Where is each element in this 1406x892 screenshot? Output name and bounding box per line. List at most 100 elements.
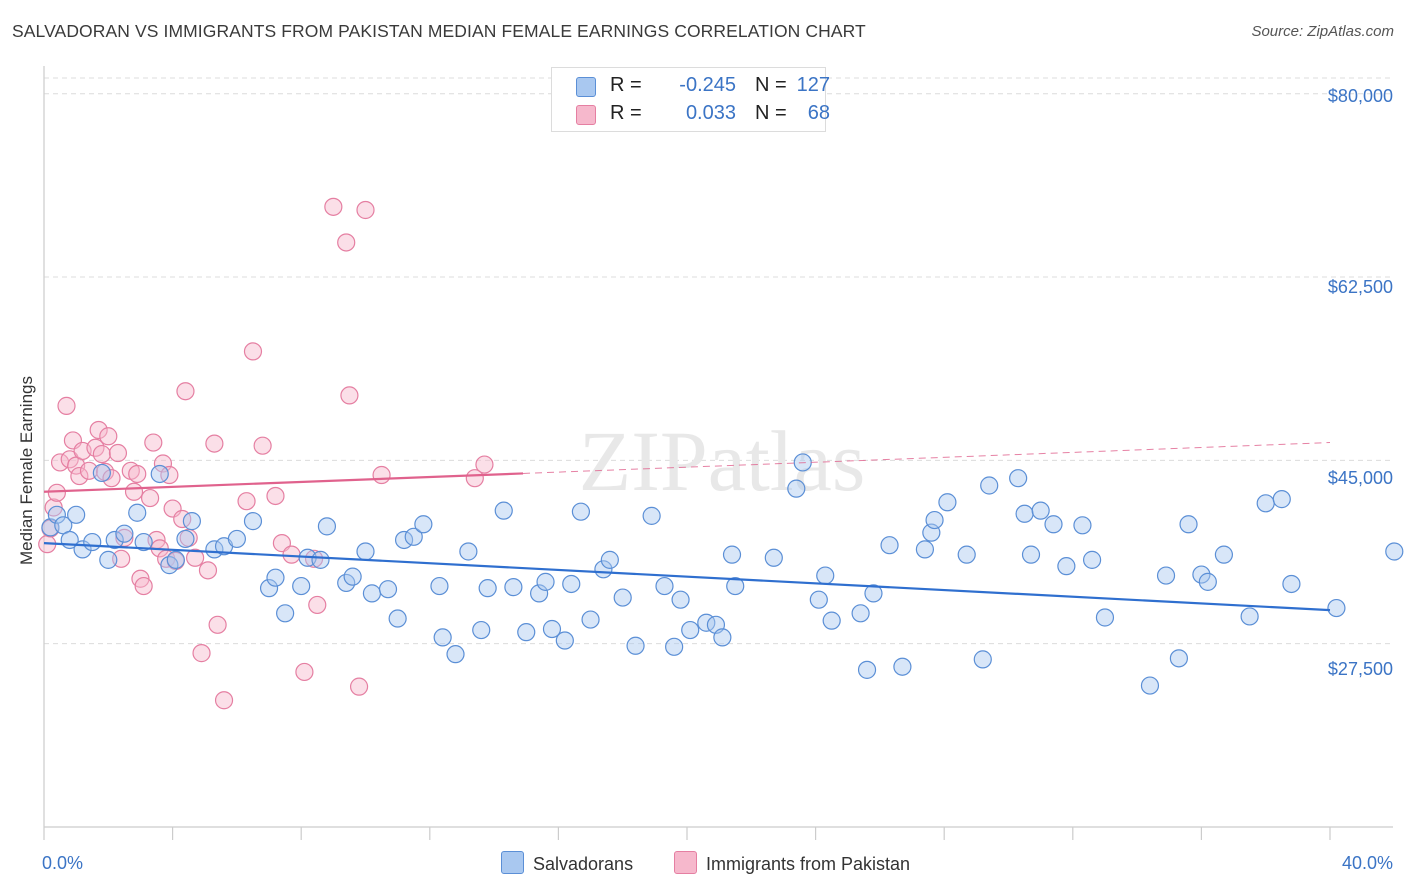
data-point-salvadoran	[1140, 676, 1160, 695]
data-point-salvadoran	[713, 628, 732, 647]
data-point-pakistan	[475, 455, 494, 474]
legend-n-label: N =	[755, 102, 787, 124]
source-label: Source: ZipAtlas.com	[1251, 23, 1394, 40]
x-tick-label: 40.0%	[1341, 853, 1393, 873]
y-axis-label: Median Female Earnings	[17, 376, 36, 565]
data-point-salvadoran	[134, 532, 153, 552]
data-point-salvadoran	[726, 576, 745, 596]
data-point-salvadoran	[722, 545, 742, 564]
x-tick-label: 0.0%	[42, 853, 84, 873]
data-point-salvadoran	[600, 550, 619, 569]
data-point-pakistan	[192, 644, 211, 663]
data-point-pakistan	[70, 466, 89, 486]
data-point-salvadoran	[957, 545, 976, 564]
series-immigrants-from-pakistan	[38, 197, 494, 710]
data-point-salvadoran	[613, 588, 632, 607]
legend-r-value: 0.033	[685, 102, 736, 124]
data-point-pakistan	[324, 197, 343, 216]
data-point-salvadoran	[517, 623, 536, 642]
data-point-salvadoran	[47, 505, 66, 524]
grid-lines	[44, 77, 1393, 645]
data-point-salvadoran	[893, 657, 912, 676]
data-point-salvadoran	[1240, 607, 1259, 626]
data-point-pakistan	[208, 615, 227, 634]
series-salvadorans	[41, 453, 1404, 695]
data-point-salvadoran	[472, 620, 491, 640]
data-point-salvadoran	[973, 650, 992, 669]
data-point-salvadoran	[880, 536, 899, 555]
y-tick-label: $62,500	[1327, 277, 1393, 297]
data-point-salvadoran	[1009, 469, 1028, 488]
data-point-salvadoran	[394, 530, 414, 550]
data-point-salvadoran	[404, 527, 423, 546]
data-point-salvadoran	[276, 604, 295, 623]
data-point-pakistan	[108, 443, 128, 463]
data-point-pakistan	[465, 469, 484, 488]
data-point-salvadoran	[92, 463, 111, 483]
data-point-pakistan	[340, 386, 359, 405]
data-point-salvadoran	[1214, 545, 1234, 564]
data-point-pakistan	[253, 436, 272, 455]
axes	[43, 66, 1393, 840]
data-point-salvadoran	[542, 619, 562, 639]
data-point-pakistan	[57, 396, 76, 415]
data-point-pakistan	[349, 677, 369, 696]
data-point-salvadoran	[980, 476, 999, 495]
data-point-salvadoran	[1327, 598, 1346, 618]
data-point-salvadoran	[259, 579, 279, 598]
data-point-pakistan	[372, 465, 391, 485]
data-point-salvadoran	[343, 567, 362, 586]
data-point-salvadoran	[128, 503, 147, 522]
data-point-pakistan	[356, 200, 375, 220]
y-tick-label: $80,000	[1327, 86, 1393, 106]
chart-title: SALVADORAN VS IMMIGRANTS FROM PAKISTAN M…	[12, 21, 866, 41]
data-point-salvadoran	[925, 510, 944, 530]
data-point-salvadoran	[851, 604, 870, 623]
data-point-salvadoran	[530, 584, 549, 603]
data-point-salvadoran	[414, 515, 433, 534]
legend-n-value: 68	[807, 102, 830, 124]
data-point-pakistan	[128, 464, 147, 484]
trend-line-salvadorans	[43, 542, 1331, 612]
data-point-pakistan	[237, 492, 256, 511]
data-point-pakistan	[99, 427, 118, 446]
data-point-salvadoran	[655, 576, 674, 596]
data-point-pakistan	[89, 420, 108, 440]
data-point-salvadoran	[816, 566, 835, 585]
legend-n-value: 127	[796, 74, 830, 96]
data-point-pakistan	[92, 444, 111, 464]
data-point-salvadoran	[562, 574, 581, 594]
data-point-salvadoran	[1169, 649, 1188, 668]
data-point-salvadoran	[433, 628, 452, 647]
data-point-salvadoran	[671, 590, 690, 609]
legend-r-value: -0.245	[679, 74, 736, 96]
data-point-salvadoran	[67, 505, 86, 524]
data-point-salvadoran	[822, 611, 841, 630]
data-point-salvadoran	[642, 506, 661, 525]
data-point-pakistan	[134, 576, 153, 596]
data-point-pakistan	[214, 691, 234, 710]
data-point-salvadoran	[665, 637, 684, 656]
y-tick-label: $45,000	[1327, 468, 1393, 488]
data-point-pakistan	[176, 382, 195, 401]
data-point-salvadoran	[504, 578, 523, 597]
data-point-salvadoran	[1282, 574, 1301, 594]
data-point-salvadoran	[1256, 494, 1275, 513]
data-point-salvadoran	[266, 568, 285, 587]
legend-swatch-pink	[674, 851, 697, 874]
data-point-pakistan	[205, 434, 224, 453]
data-point-salvadoran	[446, 645, 465, 664]
data-point-salvadoran	[809, 590, 828, 609]
data-point-salvadoran	[150, 464, 169, 484]
data-point-pakistan	[337, 233, 356, 252]
data-point-salvadoran	[581, 610, 600, 629]
y-tick-label: $27,500	[1327, 659, 1393, 679]
data-point-salvadoran	[317, 517, 337, 536]
data-point-salvadoran	[857, 660, 877, 679]
data-point-pakistan	[153, 454, 173, 473]
data-point-salvadoran	[787, 479, 806, 498]
data-point-salvadoran	[494, 501, 513, 520]
data-point-pakistan	[140, 488, 160, 508]
data-point-salvadoran	[459, 542, 478, 561]
data-point-pakistan	[112, 549, 131, 568]
